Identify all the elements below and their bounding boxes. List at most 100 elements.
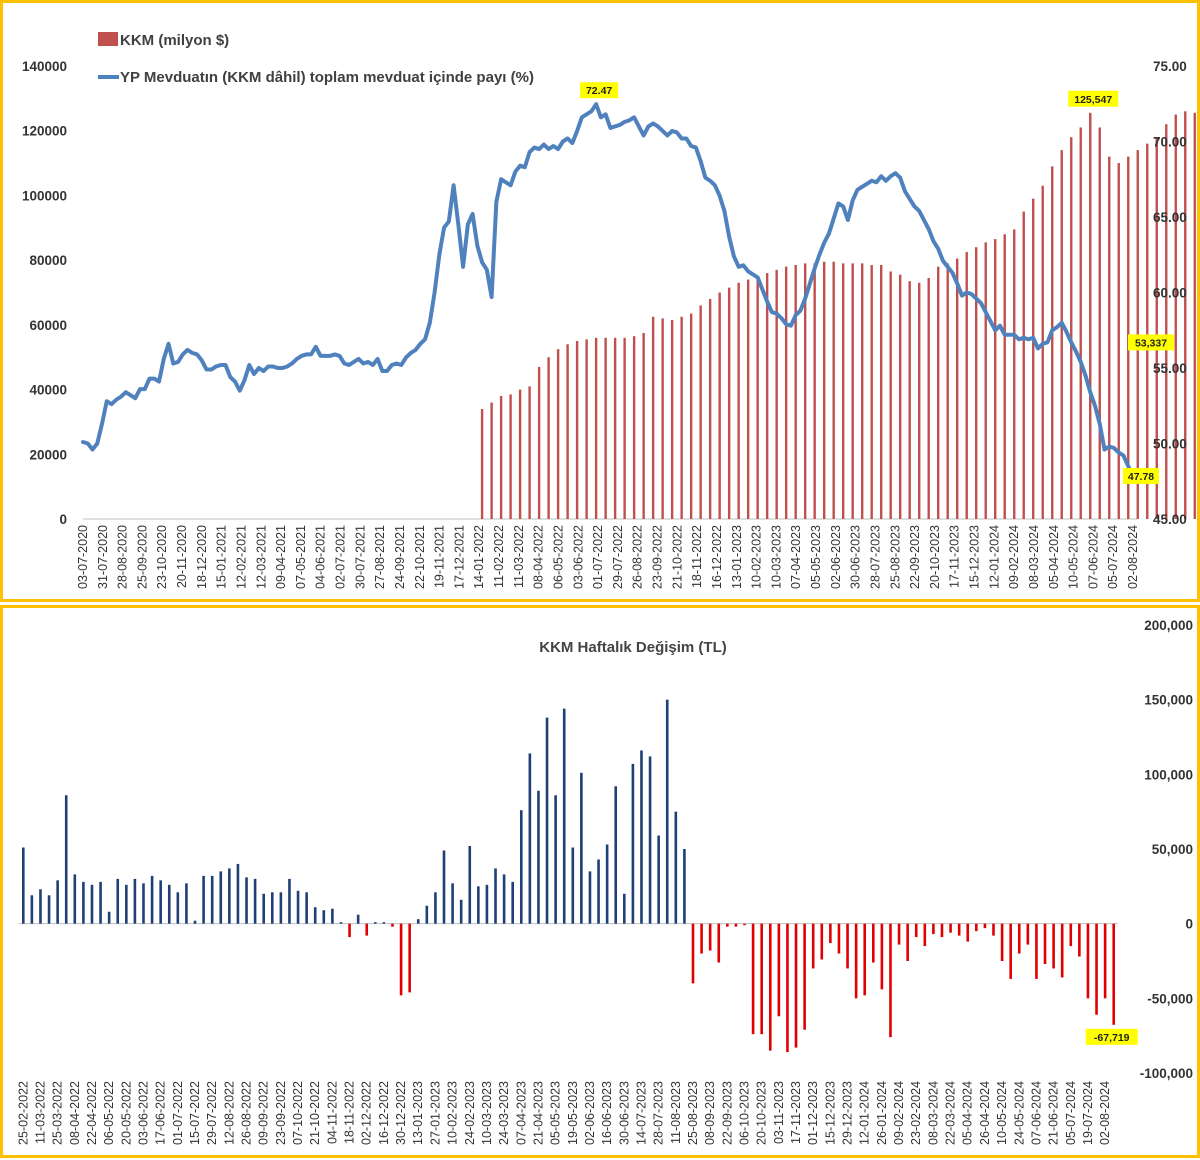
x-axis-tick-label: 20-10-2023 bbox=[755, 1081, 769, 1145]
x-axis-tick-label: 05-05-2023 bbox=[549, 1081, 563, 1145]
x-axis-tick-label: 10-03-2023 bbox=[769, 525, 783, 589]
weekly-change-bar bbox=[940, 923, 944, 938]
weekly-change-bar bbox=[923, 923, 927, 947]
x-axis-tick-label: 25-09-2020 bbox=[135, 525, 149, 589]
kkm-bar bbox=[1184, 111, 1187, 520]
kkm-bar bbox=[490, 402, 493, 519]
weekly-change-bar bbox=[253, 878, 257, 924]
callout-label: 47.78 bbox=[1128, 471, 1154, 483]
weekly-change-bar bbox=[425, 905, 429, 924]
kkm-bar bbox=[642, 332, 645, 519]
x-axis-tick-label: 27-01-2023 bbox=[428, 1081, 442, 1145]
weekly-change-bar bbox=[322, 910, 326, 924]
x-axis-tick-label: 03-06-2022 bbox=[571, 525, 585, 589]
weekly-change-bar bbox=[39, 889, 42, 924]
x-axis-tick-label: 22-10-2021 bbox=[413, 525, 427, 589]
kkm-bar bbox=[775, 269, 778, 519]
kkm-bar bbox=[566, 344, 569, 519]
right-axis-labels: 200,000 150,000 100,000 50,000 0 -50,000 -100,… bbox=[1140, 618, 1193, 1081]
kkm-bar bbox=[632, 336, 636, 519]
weekly-change-bar bbox=[708, 923, 712, 951]
kkm-bar bbox=[528, 386, 531, 519]
weekly-change-bar bbox=[502, 874, 506, 924]
x-axis-tick-label: 11-03-2022 bbox=[512, 525, 526, 588]
weekly-change-bar bbox=[957, 923, 961, 936]
kkm-bar bbox=[1022, 211, 1025, 519]
weekly-change-bar bbox=[820, 923, 824, 960]
weekly-change-bar bbox=[726, 923, 729, 927]
x-axis-tick-label: 22-09-2023 bbox=[908, 525, 922, 589]
x-axis-tick-label: 27-08-2021 bbox=[373, 525, 387, 589]
kkm-bar bbox=[927, 277, 930, 519]
kkm-bar bbox=[803, 263, 807, 519]
weekly-change-bar bbox=[99, 881, 102, 924]
weekly-change-bar bbox=[185, 883, 188, 924]
weekly-change-bar bbox=[176, 892, 180, 924]
kkm-bar bbox=[956, 258, 959, 519]
kkm-bar bbox=[822, 261, 826, 519]
weekly-change-bar bbox=[528, 753, 532, 924]
x-axis-tick-label: 24-09-2021 bbox=[393, 525, 407, 589]
right-axis-tick-label: -50,000 bbox=[1147, 991, 1193, 1006]
x-axis-tick-label: 25-03-2022 bbox=[51, 1081, 65, 1145]
weekly-change-bar bbox=[1017, 923, 1021, 954]
x-axis-tick-label: 28-08-2020 bbox=[116, 525, 130, 589]
kkm-bar bbox=[765, 273, 769, 519]
kkm-bar bbox=[851, 263, 854, 519]
weekly-change-bar bbox=[1009, 923, 1012, 979]
x-axis-tick-label: 17-06-2022 bbox=[154, 1081, 168, 1145]
right-axis-tick-label: 50,000 bbox=[1152, 842, 1193, 857]
weekly-change-bar bbox=[751, 923, 755, 1035]
x-axis-tick-label: 16-12-2022 bbox=[377, 1081, 391, 1145]
weekly-change-bar bbox=[674, 811, 678, 924]
x-axis-tick-label: 30-06-2023 bbox=[849, 525, 863, 589]
weekly-change-bar bbox=[245, 877, 248, 924]
weekly-change-bar bbox=[210, 875, 214, 924]
x-axis-tick-label: 09-02-2024 bbox=[892, 1081, 906, 1145]
x-axis-tick-label: 06-10-2023 bbox=[738, 1081, 752, 1145]
kkm-weekly-change-chart: KKM Haftalık Değişim (TL) 200,000 150,000… bbox=[16, 618, 1193, 1145]
x-axis-tick-label: 26-01-2024 bbox=[875, 1081, 889, 1145]
kkm-bar bbox=[594, 337, 598, 519]
weekly-change-bar bbox=[631, 763, 635, 924]
left-axis-tick-label: 80000 bbox=[29, 253, 67, 268]
weekly-change-bar bbox=[1052, 923, 1055, 969]
x-axis-tick-label: 25-08-2023 bbox=[888, 525, 902, 589]
x-axis-tick-label: 10-05-2024 bbox=[1067, 525, 1081, 589]
weekly-change-bar bbox=[914, 923, 918, 938]
x-axis-tick-label: 21-10-2022 bbox=[308, 1081, 322, 1145]
kkm-bar bbox=[727, 287, 731, 519]
weekly-change-bar bbox=[494, 868, 497, 924]
x-axis-tick-label: 02-06-2023 bbox=[829, 525, 843, 589]
weekly-change-bar bbox=[597, 859, 600, 924]
weekly-change-bar bbox=[339, 922, 343, 924]
x-axis-tick-label: 02-07-2021 bbox=[334, 525, 348, 589]
weekly-change-bar bbox=[1103, 923, 1107, 999]
kkm-bar bbox=[680, 316, 683, 519]
legend-label-bars: KKM (milyon $) bbox=[120, 32, 229, 49]
weekly-change-bar bbox=[1086, 923, 1090, 999]
x-axis-tick-label: 01-07-2022 bbox=[171, 1081, 185, 1145]
kkm-bar bbox=[661, 318, 664, 519]
weekly-change-bar bbox=[313, 907, 317, 924]
x-axis-tick-label: 15-07-2022 bbox=[188, 1081, 202, 1145]
x-axis-tick-label: 18-11-2022 bbox=[343, 1081, 357, 1144]
kkm-bar bbox=[480, 408, 484, 519]
weekly-change-bar bbox=[21, 847, 25, 924]
weekly-change-bar bbox=[880, 923, 884, 990]
x-axis-tick-label: 11-02-2022 bbox=[492, 525, 506, 588]
weekly-change-bar bbox=[829, 923, 832, 944]
kkm-bar bbox=[651, 316, 655, 519]
x-axis-tick-label: 15-12-2023 bbox=[968, 525, 982, 589]
x-axis-tick-label: 07-05-2021 bbox=[294, 525, 308, 589]
x-axis-tick-label: 31-07-2020 bbox=[96, 525, 110, 589]
weekly-change-bar bbox=[202, 875, 205, 924]
left-axis-labels: 0 20000 40000 60000 80000 100000 120000 140000 bbox=[22, 59, 67, 527]
weekly-change-bar bbox=[777, 923, 781, 1017]
weekly-change-bar bbox=[545, 717, 549, 924]
left-axis-tick-label: 40000 bbox=[29, 383, 67, 398]
weekly-change-bar bbox=[734, 923, 738, 927]
weekly-change-bar bbox=[665, 699, 669, 924]
weekly-change-bar bbox=[356, 914, 360, 924]
kkm-bar bbox=[1003, 234, 1006, 519]
